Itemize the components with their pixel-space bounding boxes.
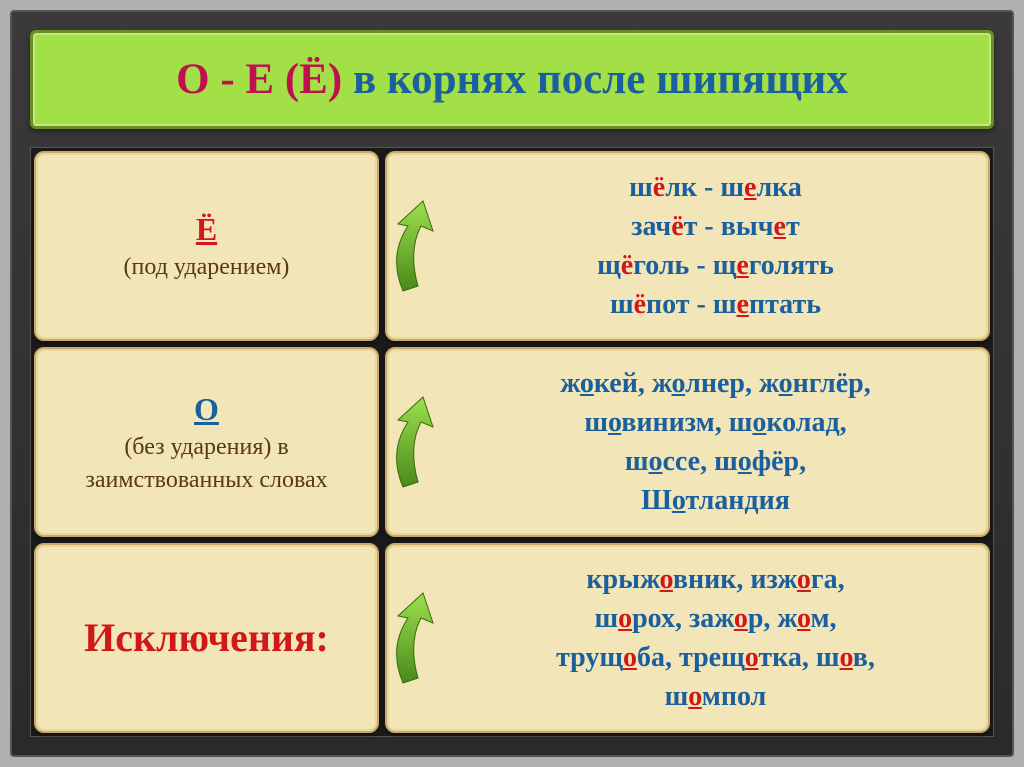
arrow-icon <box>383 196 453 296</box>
title-part1: О - Е (Ё) <box>176 56 342 103</box>
rule1-letter: Ё <box>196 211 217 247</box>
arrow-icon <box>383 392 453 492</box>
rule-right-3: крыжовник, изжога,шорох, зажор, жом,трущ… <box>385 543 990 733</box>
rule2-letter: О <box>194 391 219 427</box>
rule-right-2: жокей, жолнер, жонглёр,шовинизм, шоколад… <box>385 347 990 537</box>
examples-3: крыжовник, изжога,шорох, зажор, жом,трущ… <box>556 560 875 717</box>
exceptions-label: Исключения: <box>84 611 329 665</box>
examples-2: жокей, жолнер, жонглёр,шовинизм, шоколад… <box>560 364 870 521</box>
examples-1: шёлк - шелказачёт - вычетщёголь - щеголя… <box>597 168 834 325</box>
rule-left-3: Исключения: <box>34 543 379 733</box>
rule2-desc: (без ударения) в заимствованных словах <box>52 431 361 496</box>
title-box: О - Е (Ё) в корнях после шипящих <box>30 30 994 129</box>
title-part2: в корнях после шипящих <box>342 56 848 103</box>
rules-grid: Ё (под ударением) шёлк - шелказачёт - вы… <box>30 147 994 737</box>
arrow-icon <box>383 588 453 688</box>
rule1-desc: (под ударением) <box>124 251 290 283</box>
rule-left-1: Ё (под ударением) <box>34 151 379 341</box>
rule-right-1: шёлк - шелказачёт - вычетщёголь - щеголя… <box>385 151 990 341</box>
slide-frame: О - Е (Ё) в корнях после шипящих Ё (под … <box>10 10 1014 757</box>
rule-left-2: О (без ударения) в заимствованных словах <box>34 347 379 537</box>
